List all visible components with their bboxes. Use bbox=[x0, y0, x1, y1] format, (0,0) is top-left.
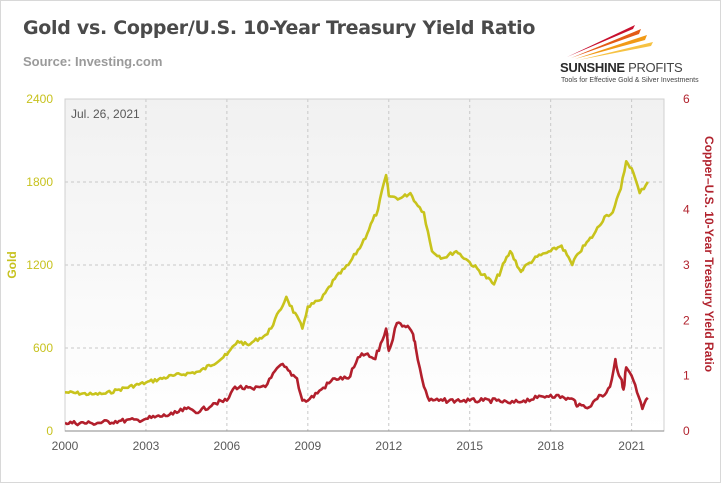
x-tick-label: 2012 bbox=[375, 439, 402, 453]
y-right-axis-title: Copper–U.S. 10-Year Treasury Yield Ratio bbox=[702, 136, 716, 372]
y-right-tick-label: 4 bbox=[683, 203, 690, 217]
axis-labels: 2000 2003 2006 2009 2012 2015 2018 2021 0 600 1200… bbox=[5, 92, 716, 453]
logo-name-primary: SUNSHINE bbox=[560, 60, 625, 75]
y-right-tick-label: 3 bbox=[683, 258, 690, 272]
gold-price-line bbox=[65, 160, 649, 397]
chart-source: Source: Investing.com bbox=[23, 54, 163, 69]
y-right-tick-label: 0 bbox=[683, 424, 690, 438]
x-tick-label: 2006 bbox=[214, 439, 241, 453]
logo-name-secondary: PROFITS bbox=[628, 60, 683, 75]
logo-tagline: Tools for Effective Gold & Silver Invest… bbox=[561, 77, 699, 84]
x-tick-label: 2021 bbox=[618, 439, 645, 453]
date-annotation: Jul. 26, 2021 bbox=[71, 107, 140, 121]
y-right-tick-label: 1 bbox=[683, 369, 690, 383]
y-right-tick-label: 2 bbox=[683, 313, 690, 327]
y-left-tick-label: 1200 bbox=[26, 258, 53, 272]
series-group bbox=[65, 160, 649, 427]
y-right-tick-label: 6 bbox=[683, 92, 690, 106]
logo-wordmark: SUNSHINE PROFITS bbox=[560, 60, 683, 75]
y-left-tick-label: 1800 bbox=[26, 175, 53, 189]
sunshine-profits-logo: SUNSHINE PROFITS Tools for Effective Gol… bbox=[549, 17, 709, 87]
y-left-tick-label: 600 bbox=[33, 341, 53, 355]
x-tick-label: 2015 bbox=[456, 439, 483, 453]
y-left-tick-label: 0 bbox=[46, 424, 53, 438]
copper-yield-ratio-line bbox=[65, 321, 649, 427]
x-tick-label: 2009 bbox=[294, 439, 321, 453]
x-tick-label: 2018 bbox=[537, 439, 564, 453]
y-left-tick-label: 2400 bbox=[26, 92, 53, 106]
y-left-axis-title: Gold bbox=[5, 251, 19, 278]
sun-rays-icon bbox=[567, 25, 653, 60]
x-tick-label: 2003 bbox=[133, 439, 160, 453]
axes bbox=[64, 98, 665, 432]
x-tick-label: 2000 bbox=[52, 439, 79, 453]
grid bbox=[65, 99, 664, 431]
chart-title: Gold vs. Copper/U.S. 10-Year Treasury Yi… bbox=[23, 17, 536, 39]
